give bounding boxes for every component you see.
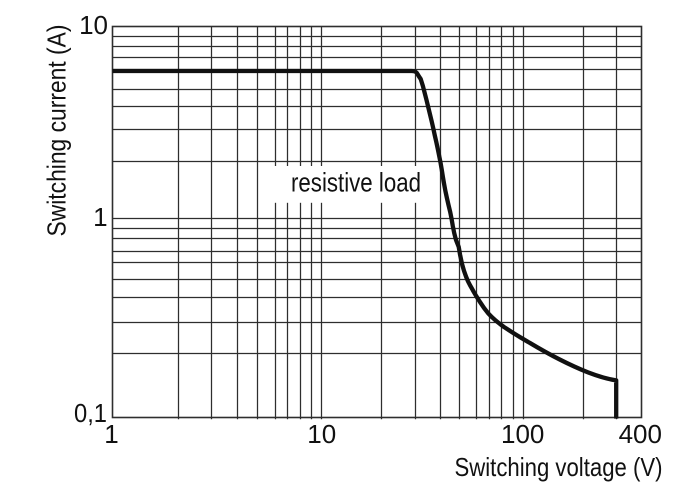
svg-text:Switching voltage (V): Switching voltage (V) [455, 452, 663, 482]
svg-text:100: 100 [501, 419, 544, 449]
svg-text:400: 400 [619, 419, 662, 449]
svg-text:resistive load: resistive load [291, 168, 421, 198]
svg-text:1: 1 [104, 419, 118, 449]
svg-text:Switching current (A): Switching current (A) [42, 25, 72, 237]
svg-text:0,1: 0,1 [74, 398, 107, 428]
svg-text:10: 10 [307, 419, 336, 449]
svg-text:1: 1 [93, 202, 107, 232]
svg-text:10: 10 [79, 10, 108, 40]
